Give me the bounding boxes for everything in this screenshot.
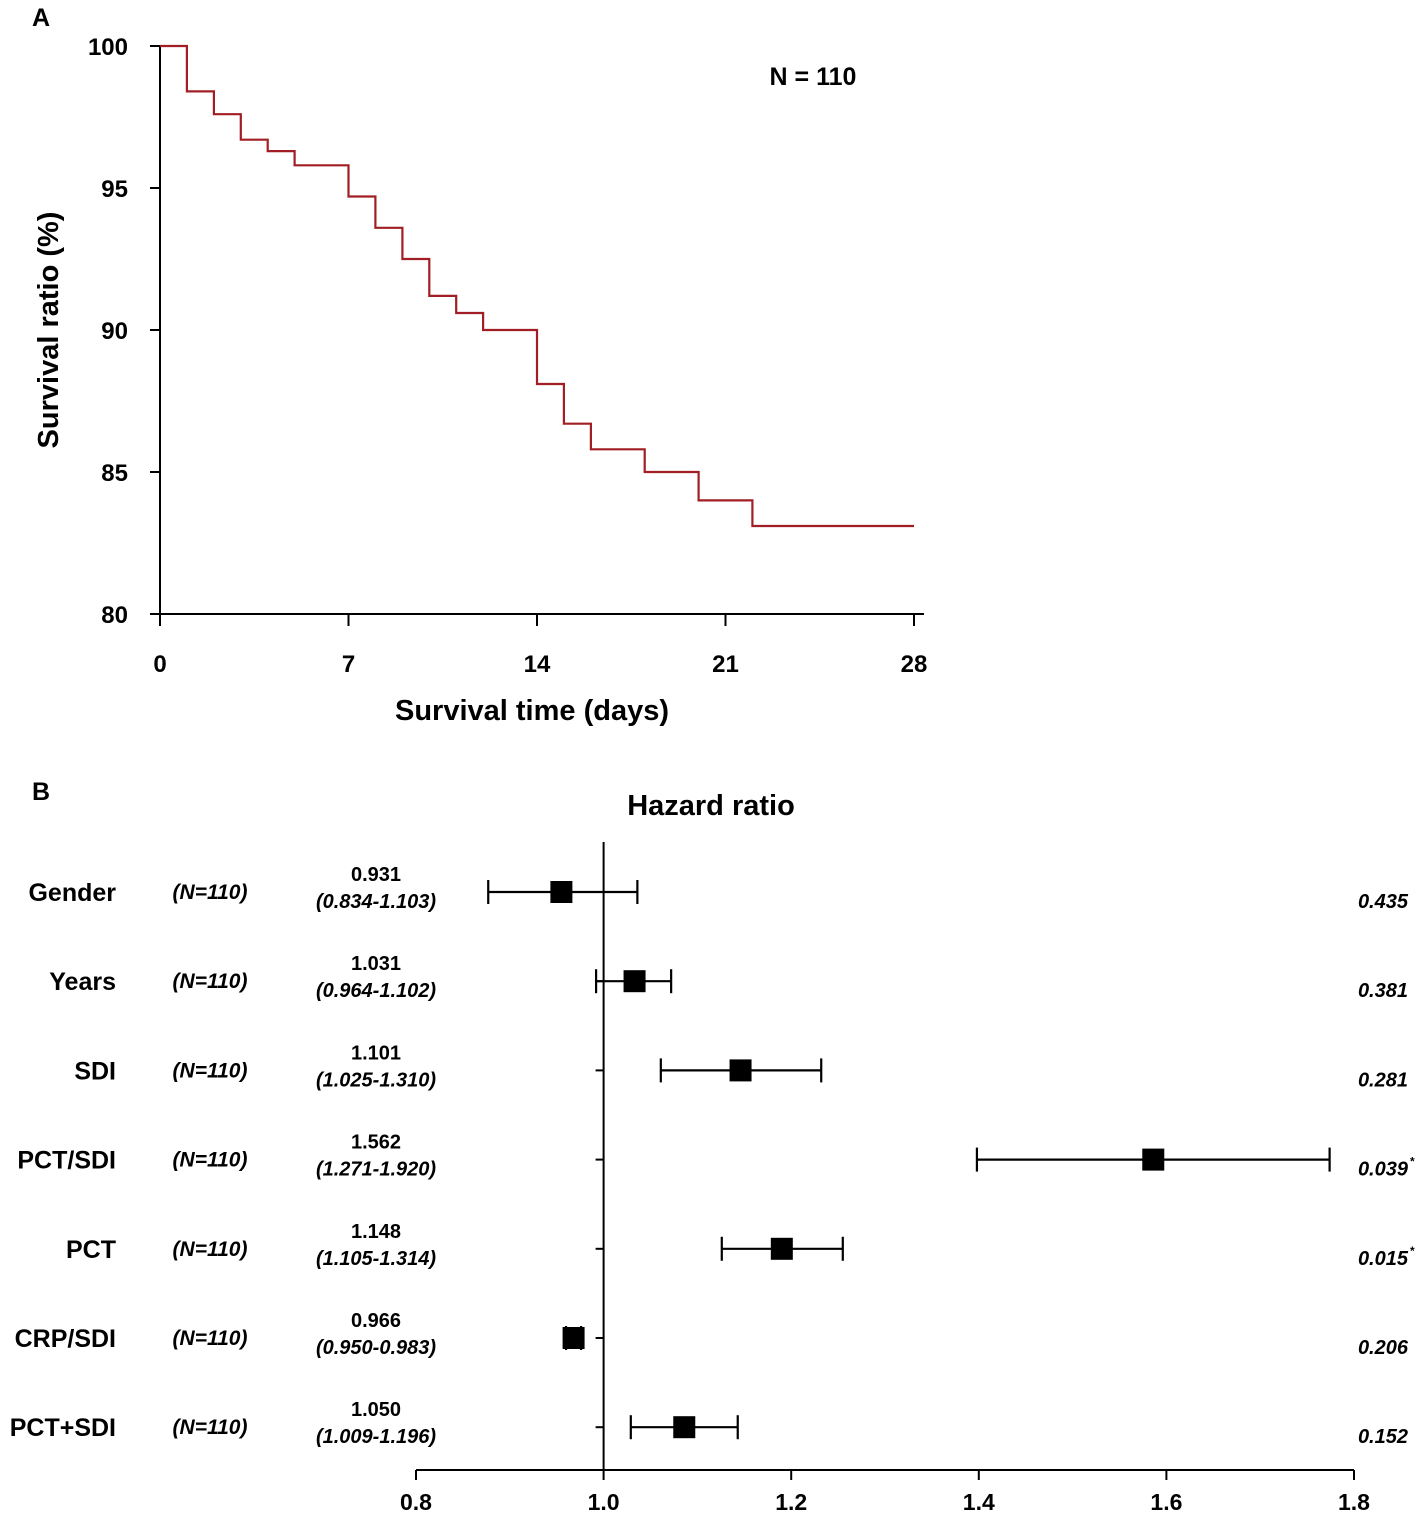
x-axis-title: Survival time (days) [395,695,669,727]
row-hazard-ratio: 1.148 [351,1221,401,1243]
forest-rows: Gender (N=110) 0.931 (0.834-1.103) 0.435 Year… [10,864,1415,1448]
row-p-value: 0.039 [1358,1159,1409,1181]
row-p-value: 0.281 [1358,1069,1408,1091]
row-hazard-ratio: 1.031 [351,953,401,975]
forest-x-tick-label: 1.6 [1150,1489,1182,1515]
row-sample-size: (N=110) [173,1149,248,1172]
row-p-value: 0.435 [1358,891,1409,913]
forest-x-tick-label: 1.4 [963,1489,995,1515]
row-sample-size: (N=110) [173,1238,248,1261]
x-tick-label: 28 [901,651,928,678]
sample-size-annotation: N = 110 [770,63,857,91]
forest-x-tick-label: 1.2 [775,1489,807,1515]
forest-row: PCT (N=110) 1.148 (1.105-1.314) 0.015 * [66,1221,1415,1270]
y-axis-title: Survival ratio (%) [33,212,65,449]
hazard-ratio-marker [673,1416,696,1439]
row-variable-label: PCT+SDI [10,1414,116,1442]
forest-row: Gender (N=110) 0.931 (0.834-1.103) 0.435 [28,864,1408,913]
significance-marker: * [1410,1155,1415,1169]
row-confidence-interval: (1.025-1.310) [316,1069,436,1091]
row-hazard-ratio: 0.966 [351,1310,401,1332]
row-sample-size: (N=110) [173,970,248,993]
row-hazard-ratio: 1.562 [351,1132,401,1154]
forest-x-tick-label: 1.8 [1338,1489,1370,1515]
forest-row: Years (N=110) 1.031 (0.964-1.102) 0.381 [49,953,1408,1002]
row-confidence-interval: (1.009-1.196) [316,1426,436,1448]
hazard-ratio-marker [770,1237,793,1260]
y-tick-label: 80 [101,602,128,629]
x-tick-label: 14 [524,651,551,678]
row-p-value: 0.015 [1358,1248,1409,1270]
forest-row: SDI (N=110) 1.101 (1.025-1.310) 0.281 [74,1042,1408,1091]
row-variable-label: PCT [66,1236,116,1264]
forest-x-axis-ticks: 0.8 1.0 1.2 1.4 1.6 1.8 [400,1470,1370,1515]
survival-step-line [160,44,914,528]
row-p-value: 0.152 [1358,1426,1408,1448]
row-p-value: 0.381 [1358,980,1408,1002]
row-confidence-interval: (0.964-1.102) [316,980,436,1002]
y-axis-ticks: 80 85 90 95 100 [88,34,160,629]
forest-x-tick-label: 0.8 [400,1489,432,1515]
row-sample-size: (N=110) [173,881,248,904]
forest-row: PCT/SDI (N=110) 1.562 (1.271-1.920) 0.039 * [17,1132,1415,1181]
y-tick-label: 95 [101,176,128,203]
y-tick-label: 100 [88,34,128,61]
row-variable-label: CRP/SDI [15,1325,116,1353]
hazard-ratio-marker [1142,1148,1165,1171]
row-confidence-interval: (0.834-1.103) [316,891,436,913]
x-tick-label: 0 [153,651,166,678]
panel-b-label: B [32,778,50,806]
row-hazard-ratio: 0.931 [351,864,401,886]
panel-b-forest-plot: B Hazard ratio 0.8 1.0 1.2 1.4 1.6 1.8 Gender… [10,778,1415,1515]
row-confidence-interval: (1.105-1.314) [316,1248,436,1270]
x-tick-label: 7 [342,651,355,678]
hazard-ratio-marker [550,881,573,903]
row-confidence-interval: (1.271-1.920) [316,1159,436,1181]
forest-row: PCT+SDI (N=110) 1.050 (1.009-1.196) 0.152 [10,1399,1408,1448]
row-variable-label: SDI [74,1057,116,1085]
row-hazard-ratio: 1.050 [351,1399,401,1421]
row-variable-label: PCT/SDI [17,1147,116,1175]
hazard-ratio-marker [623,970,646,993]
row-sample-size: (N=110) [173,1416,248,1439]
panel-a-survival-chart: A 80 85 90 95 100 0 7 14 21 28 N = 110 Survival … [32,4,927,727]
x-axis-ticks: 0 7 14 21 28 [153,614,927,678]
row-hazard-ratio: 1.101 [351,1042,401,1064]
hazard-ratio-marker [729,1059,752,1082]
y-tick-label: 85 [101,460,128,487]
row-variable-label: Gender [28,879,116,907]
row-sample-size: (N=110) [173,1059,248,1082]
row-sample-size: (N=110) [173,1327,248,1350]
x-tick-label: 21 [712,651,739,678]
row-variable-label: Years [49,968,116,996]
row-p-value: 0.206 [1358,1337,1409,1359]
significance-marker: * [1410,1244,1415,1258]
forest-x-tick-label: 1.0 [588,1489,620,1515]
forest-row: CRP/SDI (N=110) 0.966 (0.950-0.983) 0.206 [15,1310,1409,1359]
y-tick-label: 90 [101,318,128,345]
row-confidence-interval: (0.950-0.983) [316,1337,436,1359]
panel-a-label: A [32,4,50,32]
forest-plot-title: Hazard ratio [627,790,795,822]
hazard-ratio-marker [562,1327,585,1349]
